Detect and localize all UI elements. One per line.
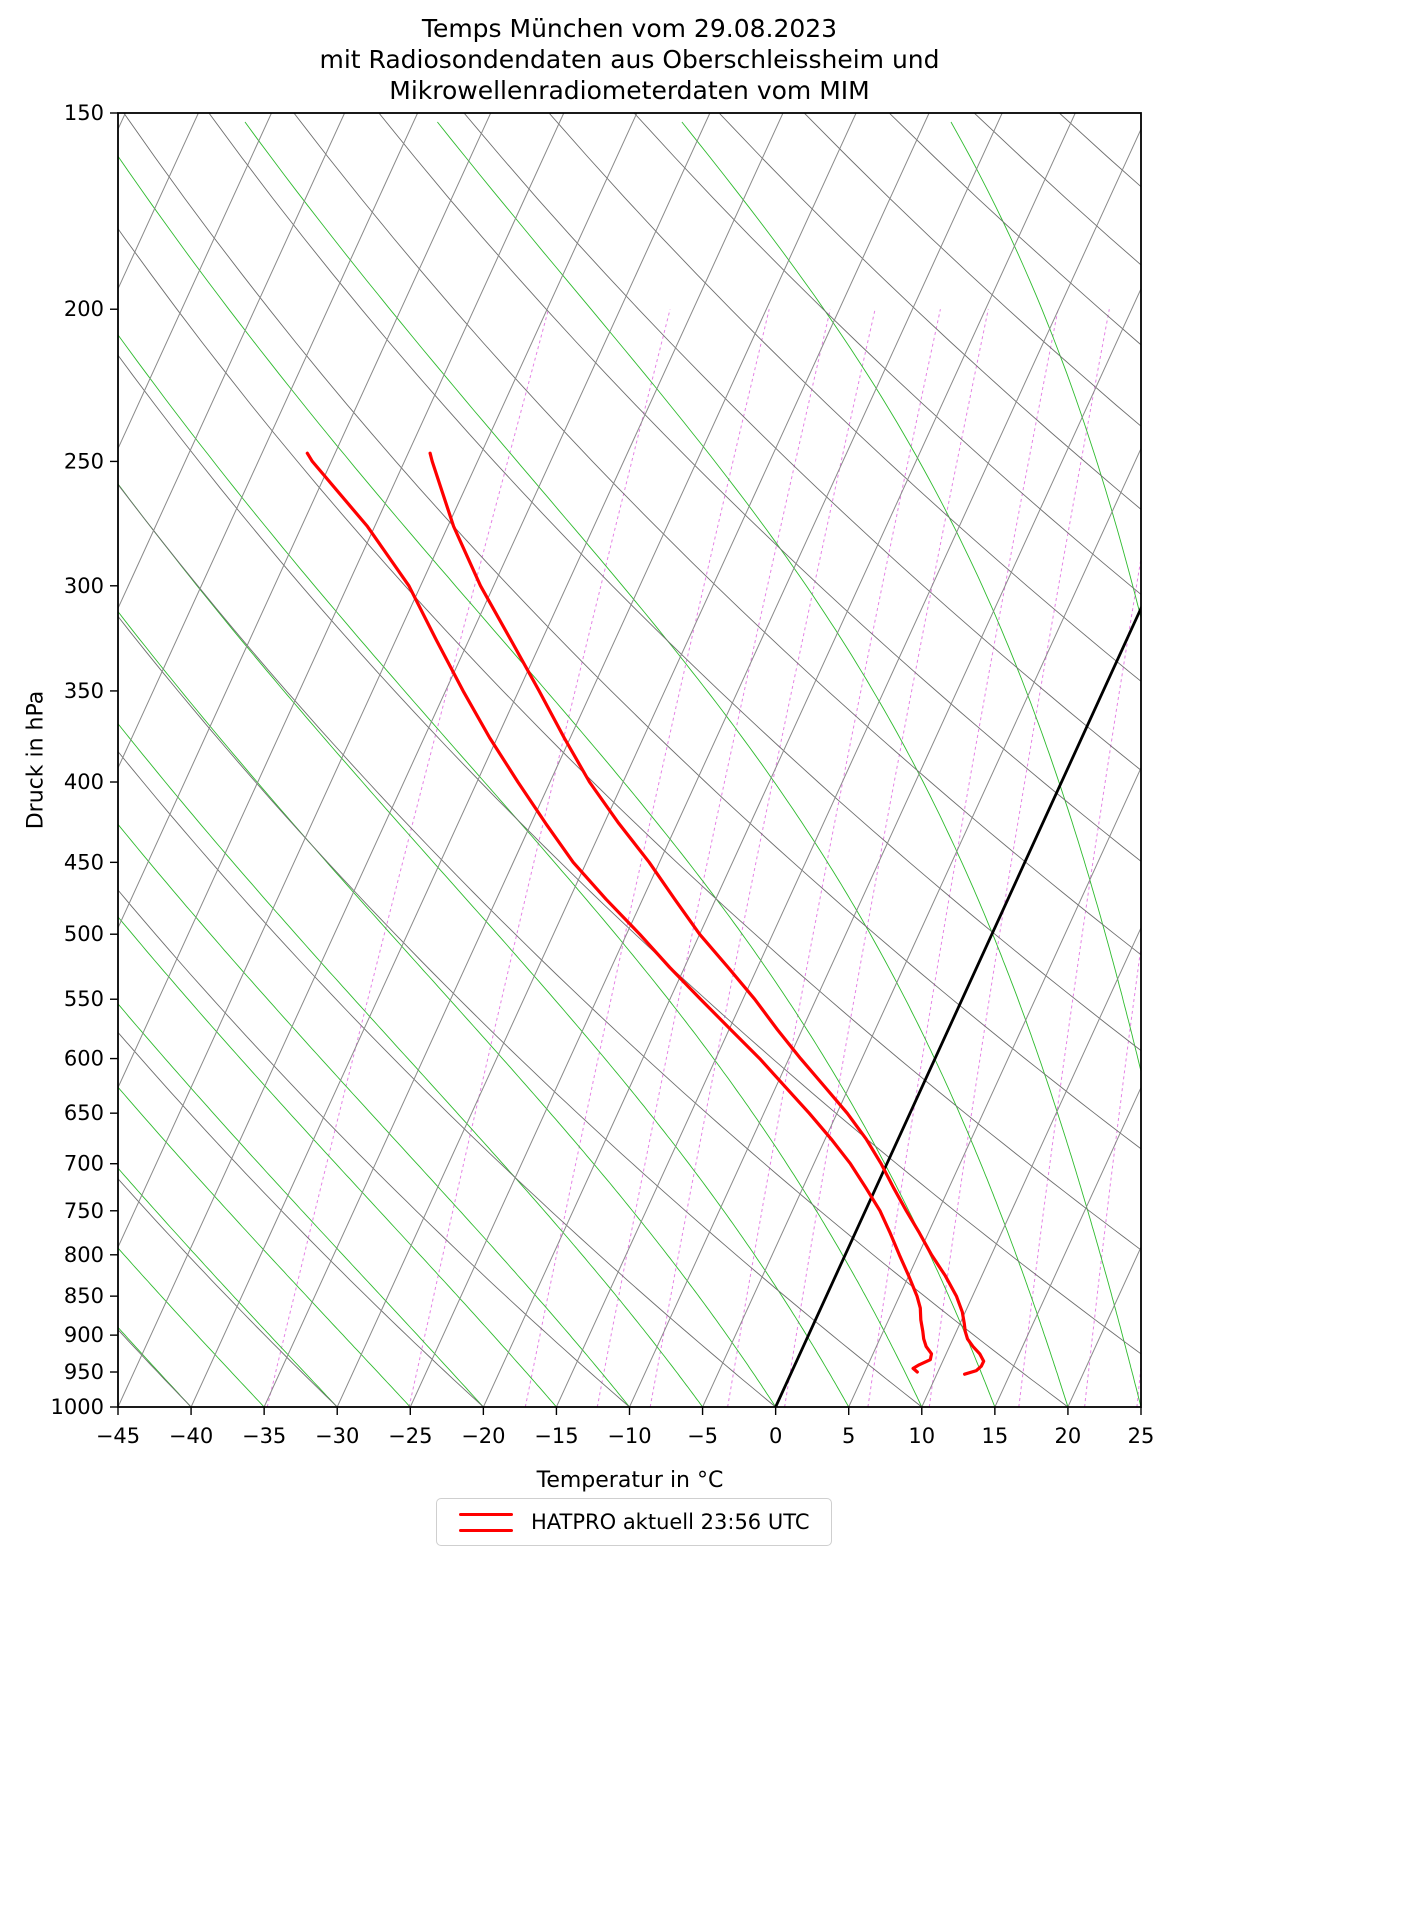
dewpoint-curve bbox=[305, 451, 934, 1374]
x-tick-label: 15 bbox=[981, 1424, 1008, 1448]
x-tick-label: −15 bbox=[534, 1424, 578, 1448]
isotherm-lines bbox=[118, 113, 1141, 1407]
x-tick-label: −20 bbox=[461, 1424, 505, 1448]
x-tick-label: −35 bbox=[242, 1424, 286, 1448]
legend-line-samples bbox=[459, 1512, 513, 1532]
x-tick-label: 5 bbox=[842, 1424, 855, 1448]
y-tick-label: 200 bbox=[64, 297, 104, 321]
x-tick-label: −10 bbox=[607, 1424, 651, 1448]
chart-title: Temps München vom 29.08.2023 mit Radioso… bbox=[118, 13, 1141, 106]
y-tick-label: 700 bbox=[64, 1152, 104, 1176]
y-tick-label: 950 bbox=[64, 1360, 104, 1384]
y-tick-label: 750 bbox=[64, 1199, 104, 1223]
zero-isotherm-line bbox=[774, 604, 1141, 1407]
y-tick-label: 450 bbox=[64, 850, 104, 874]
y-tick-label: 900 bbox=[64, 1323, 104, 1347]
x-tick-label: 20 bbox=[1055, 1424, 1082, 1448]
y-tick-label: 300 bbox=[64, 574, 104, 598]
x-tick-label: −40 bbox=[169, 1424, 213, 1448]
y-tick-label: 650 bbox=[64, 1101, 104, 1125]
y-tick-label: 850 bbox=[64, 1284, 104, 1308]
y-tick-label: 350 bbox=[64, 679, 104, 703]
title-line-3: Mikrowellenradiometerdaten vom MIM bbox=[389, 76, 870, 105]
x-tick-label: −5 bbox=[687, 1424, 718, 1448]
y-tick-label: 600 bbox=[64, 1047, 104, 1071]
y-tick-label: 250 bbox=[64, 449, 104, 473]
plot-area-layers bbox=[118, 113, 1141, 1407]
legend-red-line-icon bbox=[459, 1512, 513, 1516]
x-tick-label: −30 bbox=[315, 1424, 359, 1448]
y-tick-label: 800 bbox=[64, 1243, 104, 1267]
plot-frame bbox=[117, 112, 1142, 1408]
axis-ticks: −45 −40 −35 −30 −25 −20 −15 −10 −5 0 5 10 15 20 25 150 2… bbox=[51, 101, 1155, 1448]
y-tick-label: 1000 bbox=[51, 1395, 104, 1419]
x-tick-label: 25 bbox=[1128, 1424, 1155, 1448]
x-tick-label: −25 bbox=[388, 1424, 432, 1448]
legend-red-line-icon bbox=[459, 1528, 513, 1532]
x-axis-label: Temperatur in °C bbox=[536, 1468, 724, 1493]
y-tick-label: 150 bbox=[64, 101, 104, 125]
title-line-1: Temps München vom 29.08.2023 bbox=[421, 14, 838, 43]
y-tick-label: 500 bbox=[64, 922, 104, 946]
legend: HATPRO aktuell 23:56 UTC bbox=[436, 1498, 833, 1546]
y-tick-label: 400 bbox=[64, 770, 104, 794]
y-tick-label: 550 bbox=[64, 987, 104, 1011]
title-line-2: mit Radiosondendaten aus Oberschleisshei… bbox=[319, 45, 940, 74]
temperature-curve bbox=[428, 451, 986, 1376]
legend-label: HATPRO aktuell 23:56 UTC bbox=[531, 1510, 810, 1534]
moist-adiabat-lines bbox=[118, 121, 1141, 1407]
x-tick-label: 10 bbox=[908, 1424, 935, 1448]
x-tick-label: 0 bbox=[769, 1424, 782, 1448]
x-tick-label: −45 bbox=[96, 1424, 140, 1448]
dry-adiabat-lines bbox=[118, 113, 1141, 1407]
